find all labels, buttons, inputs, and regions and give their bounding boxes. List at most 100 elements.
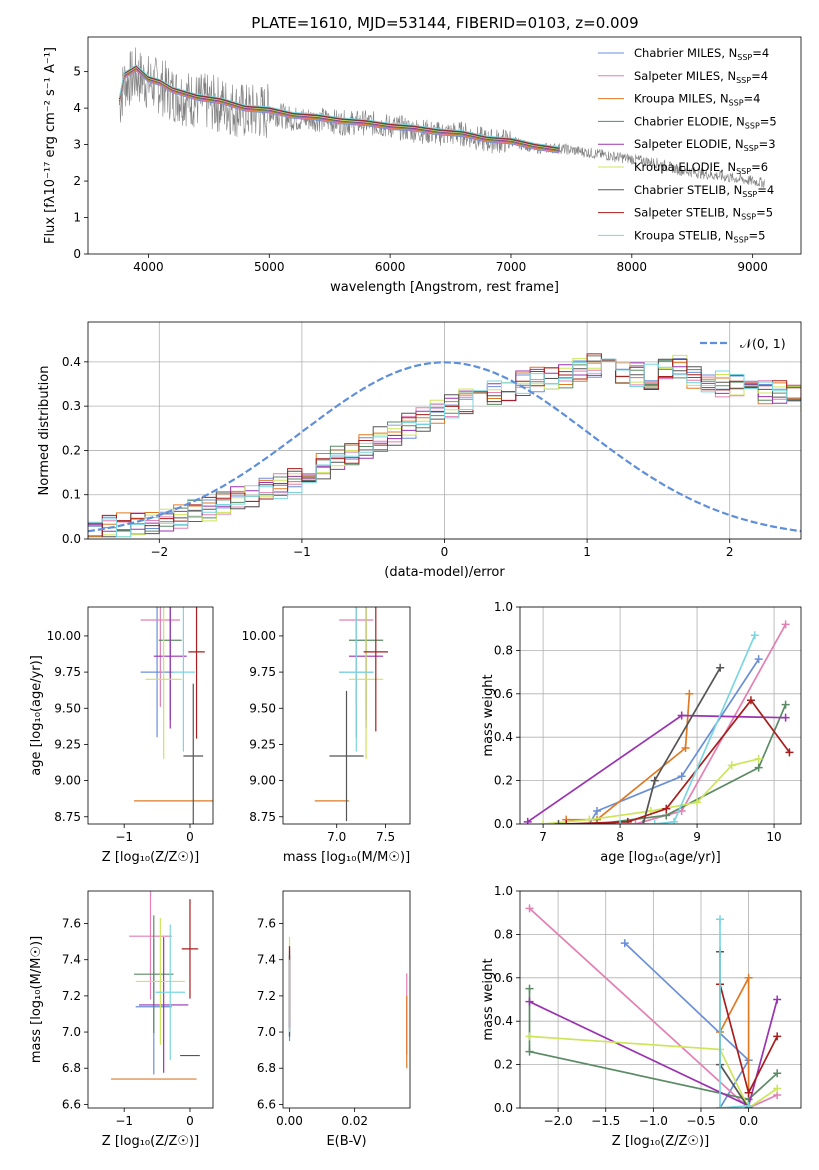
error-cross [339,607,374,752]
error-cross [329,690,364,822]
axes-frame [87,36,802,255]
series-line [529,1035,778,1108]
legend-entry: 𝒩(0, 1) [740,336,786,351]
y-tick-label: 6.6 [257,1097,276,1111]
series-line [528,907,778,1108]
series-marker [677,711,686,720]
x-tick-label: −2.0 [544,1114,573,1128]
panel-mass_vs_Z: −1 0 6.6 6.8 7.0 7.2 7.4 7.6 Z [log₁₀(Z/Z☉)] mass… [29,890,214,1149]
series-marker [650,776,659,785]
error-cross [188,607,205,739]
series-line [558,667,721,824]
error-cross [140,607,181,707]
series-marker [754,655,763,664]
y-tick-label: 0.4 [62,355,81,369]
figure-title: PLATE=1610, MJD=53144, FIBERID=0103, z=0… [251,14,638,32]
series-marker [781,713,790,722]
x-tick-label: 0.0 [739,1114,758,1128]
y-axis-label: mass [log₁₀(M/M☉)] [29,936,44,1063]
y-tick-label: 0.8 [494,927,513,941]
series-marker [716,663,725,672]
y-tick-label: 5 [73,65,81,79]
model-spectrum-line [118,70,560,154]
y-tick-label: 9.00 [249,774,276,788]
series-line [620,634,756,824]
y-tick-label: 0 [73,247,81,261]
error-cross [363,607,389,732]
series-line [543,758,759,824]
series-marker [525,997,534,1006]
model-spectrum-line [118,67,560,151]
series-marker [773,995,782,1004]
legend-entry: Salpeter MILES, NSSP=4 [634,69,768,85]
series-marker [750,631,759,640]
series-marker [781,700,790,709]
series-line [719,919,749,1108]
y-tick-label: 0.1 [62,488,81,502]
model-spectrum-line [118,68,560,152]
series-marker [623,817,632,824]
series-marker [744,1088,753,1097]
series-marker [525,904,534,913]
y-axis-label: Normed distribution [37,366,52,496]
x-tick-label: 7.5 [376,830,395,844]
axes-frame [519,890,802,1109]
y-tick-label: 7.0 [62,1025,81,1039]
x-tick-label: 5000 [254,260,285,274]
x-tick-label: 2 [726,545,734,559]
y-tick-label: 2 [73,174,81,188]
legend-entry: Kroupa ELODIE, NSSP=6 [634,160,768,176]
y-axis-label: mass weight [481,958,496,1040]
x-tick-label: 7.0 [327,830,346,844]
series-marker [716,1104,725,1108]
plot-area [314,607,389,822]
x-tick-label: −1.5 [591,1114,620,1128]
series-marker [525,984,534,993]
series-marker [616,820,625,824]
x-tick-label: −1 [115,830,133,844]
x-axis-label: age [log₁₀(age/yr)] [600,850,721,865]
y-tick-label: 4 [73,101,81,115]
series-marker [539,820,548,824]
y-tick-label: 7.2 [257,989,276,1003]
y-tick-label: 0.0 [494,817,513,831]
panel-residual_hist: −2 −1 0 1 2 0.0 0.1 0.2 0.3 0.4 (data-model)/error… [37,321,802,580]
error-cross [153,607,187,729]
y-tick-label: 9.25 [249,737,276,751]
histogram-step [88,353,801,537]
series-marker [662,804,671,813]
x-tick-label: −1.0 [639,1114,668,1128]
x-tick-label: 10 [766,830,781,844]
legend-entry: Salpeter ELODIE, NSSP=3 [634,137,776,153]
x-tick-label: 0 [186,1114,194,1128]
x-tick-label: 8 [616,830,624,844]
series-marker [592,820,601,824]
error-cross [129,891,172,1000]
series-line [527,714,786,823]
y-tick-label: 0.0 [62,532,81,546]
series-marker [773,1069,782,1078]
y-tick-label: 1.0 [494,884,513,898]
series-marker [677,772,686,781]
model-spectrum-line [118,69,560,153]
axes-frame [87,321,802,540]
y-tick-label: 0.6 [494,687,513,701]
y-tick-label: 3 [73,138,81,152]
series-marker [785,748,794,757]
error-cross [155,924,186,1061]
error-cross [171,607,195,752]
error-cross [145,607,182,759]
series-marker [773,1084,782,1093]
series-marker [650,820,659,824]
panel-massweight_vs_age: 7 8 9 10 0.0 0.2 0.4 0.6 0.8 1.0 age [log₁₀(age/yr… [481,600,802,865]
y-tick-label: 7.2 [62,989,81,1003]
y-tick-label: 9.75 [54,665,81,679]
series-marker [716,915,725,924]
series-marker [681,744,690,753]
plot-area [118,47,765,188]
x-tick-label: −1 [293,545,311,559]
x-tick-label: 6000 [375,260,406,274]
x-tick-label: 9000 [737,260,768,274]
panel-age_vs_mass: 7.0 7.5 8.75 9.00 9.25 9.50 9.75 10.00 mass [log… [242,606,411,865]
y-axis-label: age [log₁₀(age/yr)] [29,655,44,776]
